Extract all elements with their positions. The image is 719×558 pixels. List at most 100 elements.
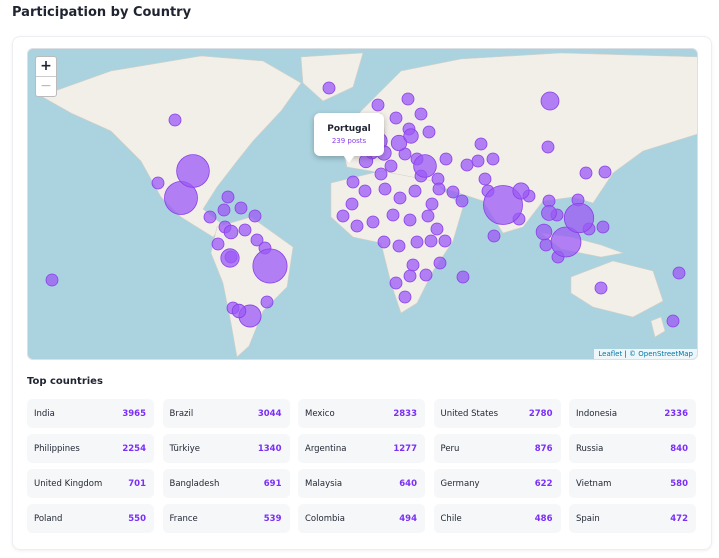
bubble[interactable] [483, 185, 523, 225]
bubble[interactable] [541, 205, 557, 221]
bubble[interactable] [563, 202, 595, 234]
bubble[interactable] [456, 270, 470, 284]
bubble[interactable] [421, 209, 435, 223]
bubble[interactable] [460, 158, 474, 172]
zoom-in[interactable]: + [40, 58, 52, 74]
bubble[interactable] [358, 153, 374, 169]
country-posts: 622 [534, 478, 553, 489]
bubble[interactable] [250, 233, 264, 247]
land [40, 52, 697, 358]
bubble[interactable] [350, 219, 364, 233]
bubble[interactable] [430, 222, 444, 236]
bubble[interactable] [151, 176, 165, 190]
bubble[interactable] [336, 209, 350, 223]
bubble[interactable] [433, 256, 447, 270]
bubble[interactable] [374, 167, 388, 181]
bubble[interactable] [598, 165, 612, 179]
bubble[interactable] [474, 137, 488, 151]
country-name: Philippines [34, 443, 80, 454]
bubble[interactable] [414, 107, 428, 121]
bubble[interactable] [512, 182, 530, 200]
bubble[interactable] [403, 269, 417, 283]
bubble[interactable] [392, 239, 406, 253]
bubble[interactable] [384, 159, 398, 173]
bubble[interactable] [401, 92, 415, 106]
bubble[interactable] [220, 248, 240, 268]
bubble[interactable] [550, 226, 582, 258]
bubble[interactable] [471, 154, 485, 168]
bubble[interactable] [424, 234, 438, 248]
bubble[interactable] [211, 237, 225, 251]
bubble[interactable] [45, 273, 59, 287]
bubble[interactable] [579, 166, 593, 180]
country-cell: Philippines 2254 [27, 434, 154, 463]
bubble[interactable] [345, 197, 359, 211]
bubble[interactable] [389, 111, 403, 125]
bubble[interactable] [403, 213, 417, 227]
bubble[interactable] [478, 172, 492, 186]
bubble[interactable] [487, 229, 501, 243]
zoom-out[interactable]: − [36, 76, 56, 96]
bubble[interactable] [398, 290, 412, 304]
bubble[interactable] [422, 125, 436, 139]
bubble[interactable] [238, 223, 252, 237]
country-name: United Kingdom [34, 478, 103, 489]
bubble[interactable] [217, 203, 231, 217]
bubble[interactable] [393, 191, 407, 205]
bubble[interactable] [389, 276, 403, 290]
bubble[interactable] [541, 140, 555, 154]
bubble[interactable] [410, 235, 424, 249]
country-posts: 472 [670, 513, 688, 524]
bubble[interactable] [446, 185, 460, 199]
bubble[interactable] [594, 281, 608, 295]
country-name: Chile [440, 513, 462, 524]
bubble[interactable] [203, 210, 217, 224]
bubble[interactable] [231, 303, 247, 319]
zoom-control: + − [35, 56, 57, 97]
bubble[interactable] [540, 91, 560, 111]
country-cell: United Kingdom 701 [27, 469, 154, 498]
bubble[interactable] [358, 184, 372, 198]
bubble[interactable] [439, 152, 453, 166]
leaflet-link[interactable]: Leaflet [598, 350, 623, 358]
bubble[interactable] [386, 208, 400, 222]
bubble[interactable] [535, 223, 553, 241]
bubble[interactable] [168, 113, 182, 127]
bubble[interactable] [666, 314, 680, 328]
country-posts: 3965 [122, 408, 146, 419]
bubble[interactable] [248, 209, 262, 223]
bubble[interactable] [438, 234, 452, 248]
bubble[interactable] [371, 98, 385, 112]
country-cell: Germany 622 [433, 469, 561, 498]
bubble[interactable] [408, 184, 422, 198]
country-cell: United States 2780 [433, 399, 561, 428]
bubble[interactable] [223, 224, 239, 240]
bubble[interactable] [390, 134, 408, 152]
bubble[interactable] [596, 220, 610, 234]
bubble[interactable] [322, 81, 336, 95]
bubble[interactable] [260, 295, 274, 309]
bubble[interactable] [539, 238, 553, 252]
bubble[interactable] [252, 248, 288, 284]
bubble[interactable] [366, 215, 380, 229]
bubble[interactable] [403, 128, 419, 144]
bubble[interactable] [413, 154, 437, 178]
country-posts: 701 [128, 478, 146, 489]
bubble[interactable] [425, 197, 439, 211]
bubble[interactable] [406, 258, 420, 272]
bubble[interactable] [419, 268, 433, 282]
country-name: Malaysia [305, 478, 343, 489]
bubble[interactable] [672, 266, 686, 280]
bubble[interactable] [486, 152, 500, 166]
attribution: Leaflet | © OpenStreetMap [594, 349, 697, 359]
bubble[interactable] [176, 154, 210, 188]
bubble[interactable] [432, 182, 446, 196]
bubble[interactable] [234, 201, 248, 215]
bubble[interactable] [221, 190, 235, 204]
bubble[interactable] [377, 235, 391, 249]
bubble[interactable] [378, 182, 392, 196]
map[interactable]: + − Portugal 239 posts Leaflet | © OpenS… [27, 48, 698, 360]
bubble[interactable] [455, 194, 469, 208]
bubble[interactable] [346, 175, 360, 189]
osm-link[interactable]: © OpenStreetMap [629, 350, 693, 358]
